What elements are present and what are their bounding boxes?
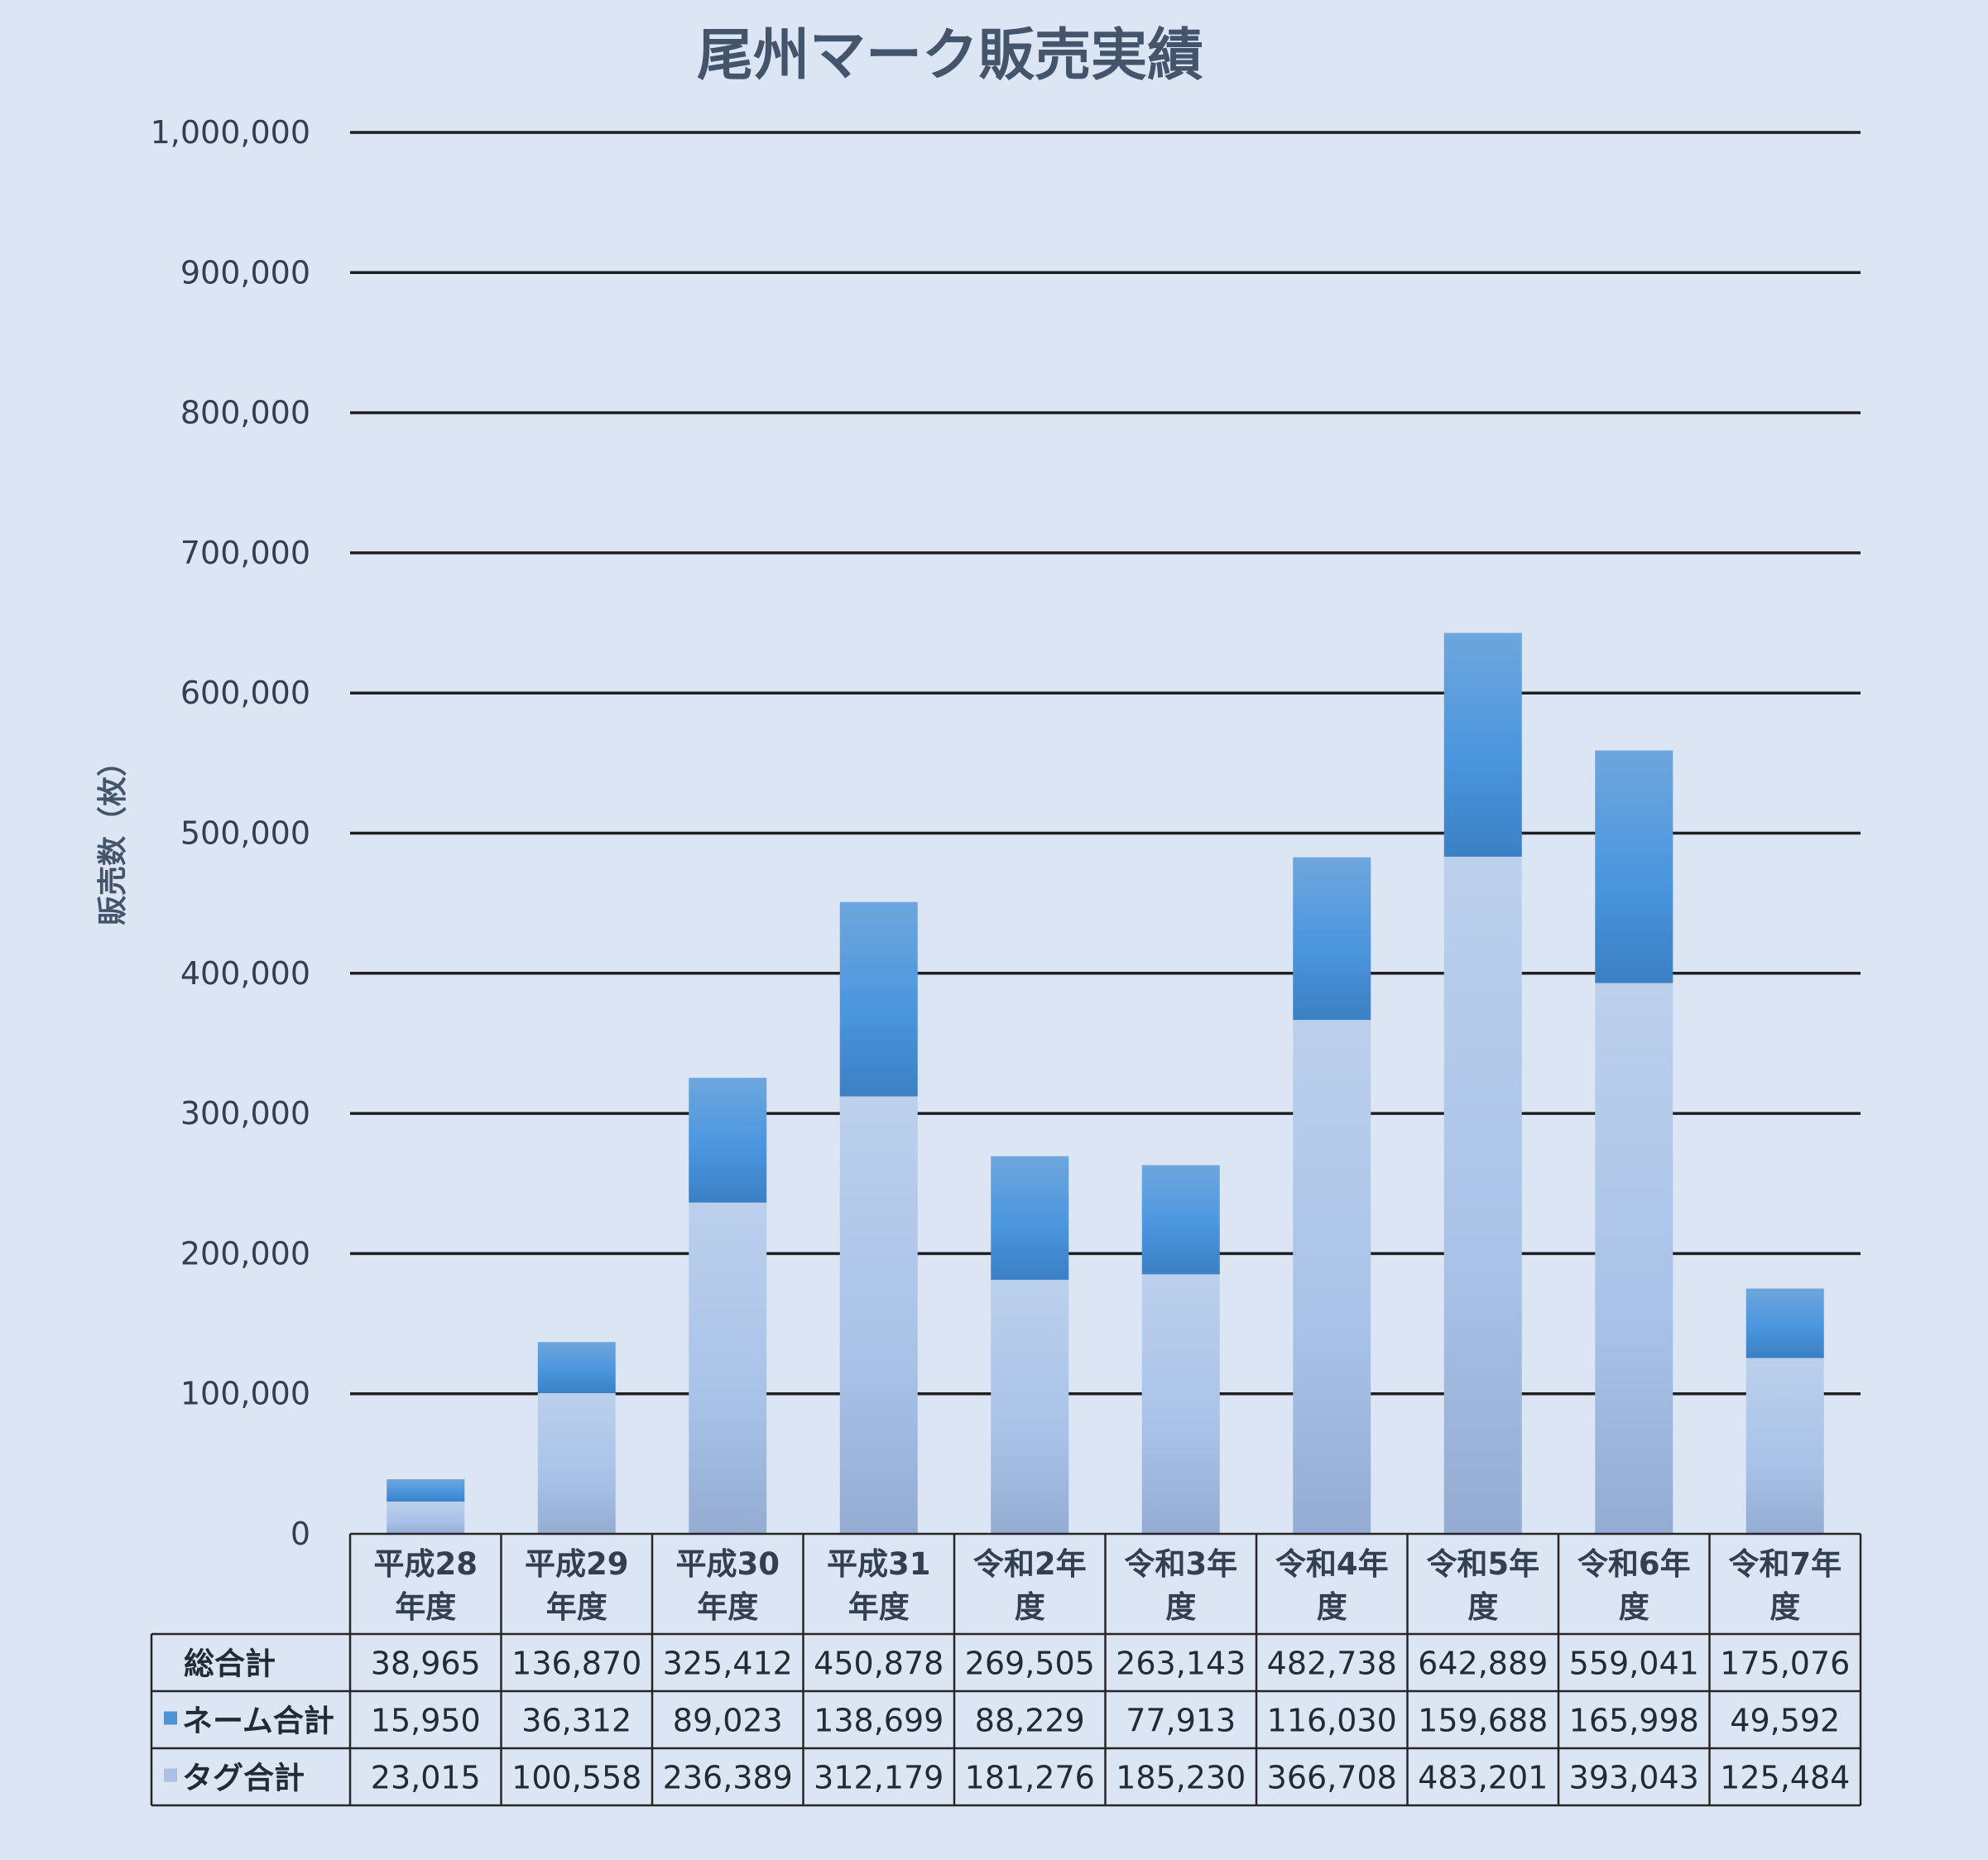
table-cell-value: 89,023 (673, 1703, 783, 1739)
table-cell-value: 125,484 (1720, 1760, 1850, 1796)
table-cell-value: 100,558 (511, 1760, 641, 1796)
table-cell-value: 483,201 (1418, 1760, 1548, 1796)
bar-name-segment (1141, 1165, 1220, 1275)
table-cell-value: 236,389 (663, 1760, 793, 1796)
table-cell-value: 642,889 (1418, 1646, 1548, 1682)
x-category-label: 年度 (697, 1589, 758, 1625)
table-cell-value: 312,179 (814, 1760, 944, 1796)
bar-tag-segment (689, 1202, 767, 1534)
bar-name-segment (1293, 857, 1371, 1021)
y-tick-label: 200,000 (180, 1235, 310, 1271)
bar-tag-segment (1746, 1358, 1824, 1534)
x-category-label: 度 (1317, 1589, 1347, 1625)
bar-name-segment (991, 1156, 1069, 1281)
x-category-label: 度 (1467, 1589, 1498, 1625)
legend-key-swatch (164, 1768, 177, 1782)
bar-tag-segment (839, 1096, 918, 1534)
y-tick-label: 700,000 (180, 535, 310, 571)
y-tick-label: 100,000 (180, 1376, 310, 1412)
x-category-label: 度 (1619, 1589, 1649, 1625)
x-category-label: 平成30 (676, 1546, 780, 1582)
bar-name-segment (839, 901, 918, 1097)
bar-name-segment (1443, 632, 1522, 857)
x-category-label: 令和6年 (1577, 1546, 1691, 1582)
x-category-label: 令和4年 (1275, 1546, 1389, 1582)
x-category-label: 令和5年 (1426, 1546, 1539, 1582)
x-category-label: 平成28 (374, 1546, 478, 1582)
bar-name-segment (1746, 1288, 1824, 1358)
x-category-label: 平成29 (525, 1546, 629, 1582)
y-tick-label: 600,000 (180, 675, 310, 711)
table-cell-value: 175,076 (1720, 1646, 1850, 1682)
table-row-header: ネーム合計 (182, 1704, 334, 1739)
y-tick-label: 900,000 (180, 254, 310, 291)
x-category-label: 年度 (546, 1589, 607, 1625)
table-cell-value: 181,276 (965, 1760, 1095, 1796)
y-axis-ticks: 0 100,000 200,000 300,000 400,000 500,000 600,… (151, 114, 310, 1552)
table-cell-value: 159,688 (1418, 1703, 1548, 1739)
bar-tag-segment (387, 1502, 465, 1534)
bar-tag-segment (991, 1280, 1069, 1534)
y-tick-label: 1,000,000 (151, 114, 310, 151)
table-cell-value: 15,950 (371, 1703, 481, 1739)
x-category-label: 令和7年 (1728, 1546, 1842, 1582)
x-category-label: 年度 (395, 1589, 456, 1625)
data-table: 平成28年度平成29年度平成30年度平成31年度令和2年度令和3年度令和4年度令… (150, 1532, 1862, 1807)
y-tick-label: 300,000 (180, 1095, 310, 1132)
table-cell-value: 559,041 (1569, 1646, 1699, 1682)
bar-tag-segment (1595, 983, 1673, 1534)
table-cell-value: 77,913 (1126, 1703, 1236, 1739)
bar-name-segment (537, 1342, 616, 1393)
bar-tag-segment (1141, 1274, 1220, 1534)
x-category-label: 度 (1165, 1589, 1196, 1625)
bar-tag-segment (537, 1392, 616, 1534)
x-category-label: 年度 (848, 1589, 910, 1625)
x-category-label: 度 (1770, 1589, 1800, 1625)
y-axis-label: 販売数（枚） (96, 747, 130, 925)
table-row-header: タグ合計 (182, 1761, 305, 1796)
table-cell-value: 23,015 (371, 1760, 481, 1796)
y-tick-label: 800,000 (180, 395, 310, 431)
table-row-header: 総合計 (184, 1646, 276, 1682)
table-cell-value: 38,965 (371, 1646, 481, 1682)
table-cell-value: 138,699 (814, 1703, 944, 1739)
bar-tag-segment (1443, 856, 1522, 1534)
chart-title: 尾州マーク販売実績 (697, 23, 1203, 89)
table-cell-value: 366,708 (1267, 1760, 1397, 1796)
bar-tag-segment (1293, 1020, 1371, 1534)
y-tick-label: 0 (291, 1516, 310, 1552)
table-cell-value: 36,312 (521, 1703, 631, 1739)
bars (387, 632, 1824, 1534)
y-tick-label: 400,000 (180, 955, 310, 992)
table-cell-value: 450,878 (814, 1646, 944, 1682)
table-cell-value: 136,870 (511, 1646, 641, 1682)
legend-key-swatch (164, 1711, 177, 1725)
table-cell-value: 88,229 (975, 1703, 1085, 1739)
table-cell-value: 263,143 (1116, 1646, 1246, 1682)
x-category-label: 平成31 (827, 1546, 931, 1582)
table-cell-value: 185,230 (1116, 1760, 1246, 1796)
table-cell-value: 325,412 (663, 1646, 793, 1682)
x-category-label: 度 (1015, 1589, 1045, 1625)
bar-name-segment (387, 1479, 465, 1502)
x-category-label: 令和3年 (1124, 1546, 1237, 1582)
table-cell-value: 393,043 (1569, 1760, 1699, 1796)
gridlines (350, 131, 1861, 1396)
y-tick-label: 500,000 (180, 815, 310, 852)
table-cell-value: 49,592 (1730, 1703, 1840, 1739)
table-cell-value: 482,738 (1267, 1646, 1397, 1682)
bar-name-segment (1595, 750, 1673, 983)
bar-name-segment (689, 1078, 767, 1203)
x-category-label: 令和2年 (973, 1546, 1087, 1582)
table-cell-value: 269,505 (965, 1646, 1095, 1682)
table-cell-value: 116,030 (1267, 1703, 1397, 1739)
table-cell-value: 165,998 (1569, 1703, 1699, 1739)
